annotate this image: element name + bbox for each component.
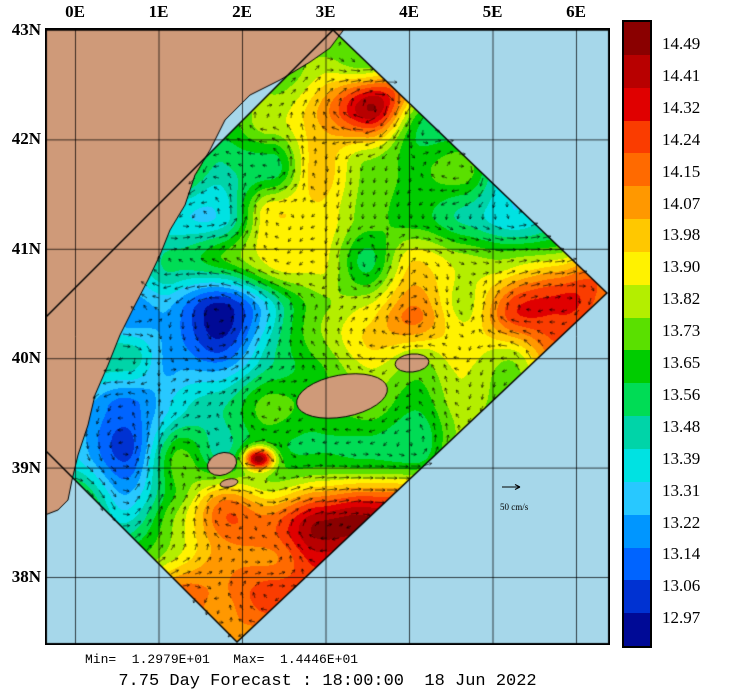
colorbar-label: 14.15	[662, 161, 701, 181]
y-axis-tick: 41N	[11, 238, 41, 258]
colorbar-label: 13.14	[662, 544, 701, 564]
vector-scale-legend: 50 cm/s	[500, 483, 570, 512]
y-axis-tick: 39N	[11, 457, 41, 477]
colorbar-label: 14.49	[662, 34, 701, 53]
x-axis-tick: 6E	[566, 2, 586, 21]
colorbar-swatch	[624, 448, 650, 482]
colorbar-label: 13.90	[662, 257, 701, 277]
x-axis-tick: 0E	[65, 2, 85, 21]
colorbar-label: 13.98	[662, 225, 701, 245]
x-axis-tick: 3E	[315, 2, 336, 21]
colorbar-swatch	[624, 87, 650, 121]
colorbar-swatch	[624, 547, 650, 581]
colorbar-swatch	[624, 284, 650, 318]
colorbar-swatch	[624, 153, 650, 187]
colorbar-swatch	[624, 416, 650, 449]
colorbar-label: 12.97	[662, 608, 701, 628]
colorbar-swatch	[624, 613, 650, 647]
colorbar-swatch	[624, 317, 650, 351]
y-axis-tick: 42N	[11, 129, 41, 149]
colorbar-label: 13.22	[662, 512, 701, 532]
x-axis-tick: 4E	[399, 2, 419, 21]
colorbar-swatch	[624, 580, 650, 614]
colorbar-swatch	[624, 186, 650, 220]
y-axis-tick: 38N	[11, 567, 41, 586]
colorbar-swatch	[624, 350, 650, 384]
colorbar-label: 13.31	[662, 480, 701, 500]
y-axis-tick: 40N	[11, 348, 41, 368]
colorbar-swatch	[624, 251, 650, 285]
x-axis-tick: 2E	[232, 2, 252, 21]
colorbar-label: 13.73	[662, 321, 701, 341]
colorbar-label: 13.65	[662, 353, 701, 372]
colorbar-label: 13.48	[662, 416, 701, 436]
colorbar-label: 14.41	[662, 65, 701, 85]
colorbar	[622, 20, 652, 648]
y-axis-tick: 43N	[11, 20, 41, 39]
vector-scale-label: 50 cm/s	[500, 502, 529, 512]
colorbar-label: 14.32	[662, 97, 701, 117]
colorbar-swatch	[624, 219, 650, 252]
colorbar-label: 13.39	[662, 448, 701, 468]
x-axis-tick: 1E	[148, 2, 169, 21]
figure-title: 7.75 Day Forecast : 18:00:00 18 Jun 2022	[118, 672, 537, 691]
map-canvas	[45, 28, 610, 645]
colorbar-swatch	[624, 481, 650, 515]
colorbar-swatch	[624, 383, 650, 417]
x-axis-tick: 5E	[482, 2, 503, 21]
colorbar-label: 13.56	[662, 384, 701, 404]
colorbar-label: 14.24	[662, 129, 701, 149]
colorbar-swatch	[624, 54, 650, 88]
colorbar-label: 14.07	[662, 193, 701, 213]
colorbar-label: 13.06	[662, 576, 701, 596]
vector-scale-arrow-icon	[502, 484, 521, 490]
colorbar-swatch	[624, 514, 650, 548]
colorbar-label: 13.82	[662, 289, 701, 309]
colorbar-swatch	[624, 120, 650, 154]
stats-line: Min= 1.2979E+01 Max= 1.4446E+01	[85, 652, 359, 667]
colorbar-swatch	[624, 22, 650, 55]
